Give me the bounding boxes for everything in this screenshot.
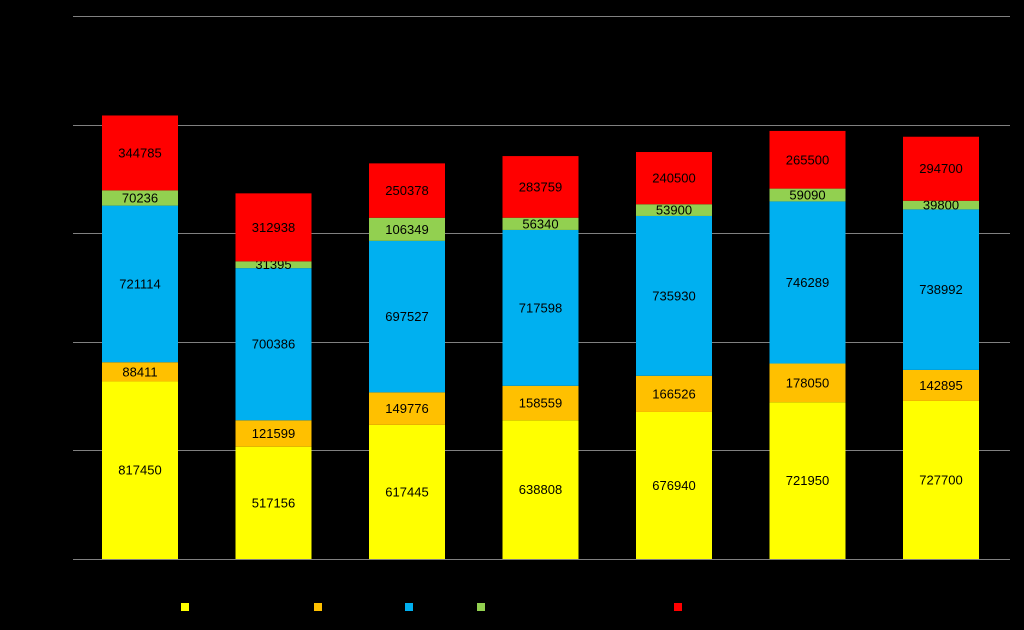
bar-segment: [102, 205, 178, 363]
bar-segment: [502, 156, 579, 218]
data-label: 283759: [519, 179, 562, 194]
bar-segment: [903, 369, 979, 401]
data-label: 717598: [519, 300, 562, 315]
legend: [181, 603, 682, 611]
data-label: 166526: [652, 386, 695, 401]
bar-segment: [636, 411, 712, 559]
bar-segment: [636, 152, 712, 205]
data-label: 142895: [919, 378, 962, 393]
bar-segment: [369, 163, 445, 218]
data-label: 265500: [786, 152, 829, 167]
data-label: 178050: [786, 375, 829, 390]
bar-segment: [502, 420, 579, 559]
bar-segment: [502, 217, 579, 230]
bar-segment: [369, 217, 445, 241]
legend-marker: [405, 603, 413, 611]
data-label: 149776: [385, 401, 428, 416]
data-label: 106349: [385, 222, 428, 237]
bar-segment: [769, 363, 846, 403]
data-label: 121599: [252, 426, 295, 441]
data-label: 294700: [919, 161, 962, 176]
data-label: 56340: [522, 216, 558, 231]
data-label: 817450: [118, 463, 161, 478]
bar-stack: 817450 88411 721114 70236 344785: [102, 115, 178, 559]
bar-segment: [769, 188, 846, 202]
data-label: 735930: [652, 288, 695, 303]
data-label: 676940: [652, 478, 695, 493]
bar-segment: [636, 204, 712, 216]
data-label: 617445: [385, 484, 428, 499]
bar-segment: [369, 424, 445, 559]
data-label: 344785: [118, 145, 161, 160]
data-label: 240500: [652, 171, 695, 186]
legend-marker: [181, 603, 189, 611]
data-label: 88411: [122, 364, 157, 379]
bar-segment: [235, 268, 312, 421]
bar-segment: [102, 362, 178, 382]
bar-segment: [903, 209, 979, 370]
bar-stack: 638808 158559 717598 56340 283759: [502, 156, 579, 559]
bar-segment: [903, 136, 979, 201]
bar-segment: [903, 200, 979, 210]
bar-stack: 721950 178050 746289 59090 265500: [769, 130, 846, 559]
bar-segment: [235, 446, 312, 559]
legend-marker: [674, 603, 682, 611]
data-label: 727700: [919, 472, 962, 487]
bar-segment: [769, 402, 846, 559]
bar-segment: [235, 193, 312, 262]
bar-segment: [636, 215, 712, 376]
bar-segment: [636, 375, 712, 412]
data-label: 158559: [519, 396, 562, 411]
bar-segment: [102, 381, 178, 559]
legend-marker: [314, 603, 322, 611]
data-label: 250378: [385, 183, 428, 198]
data-label: 312938: [252, 220, 295, 235]
data-label: 517156: [252, 495, 295, 510]
data-label: 638808: [519, 482, 562, 497]
bar-segment: [769, 130, 846, 189]
bar-segment: [502, 385, 579, 421]
bar-stack: 676940 166526 735930 53900 240500: [636, 152, 712, 559]
bar-stack: 617445 149776 697527 106349 250378: [369, 163, 445, 559]
bar-segment: [769, 201, 846, 364]
data-label: 721950: [786, 473, 829, 488]
legend-marker: [477, 603, 485, 611]
bar-segment: [102, 190, 178, 206]
data-label: 70236: [122, 190, 158, 205]
bar-segment: [903, 400, 979, 559]
bar-segment: [235, 420, 312, 447]
bar-segment: [369, 240, 445, 393]
data-label: 39800: [923, 198, 959, 213]
data-label: 700386: [252, 337, 295, 352]
data-label: 697527: [385, 309, 428, 324]
data-label: 738992: [919, 282, 962, 297]
data-label: 746289: [786, 275, 829, 290]
bar-segment: [102, 115, 178, 191]
data-label: 721114: [119, 276, 160, 291]
bars: 817450 88411 721114 70236 344785 517156 121599…: [102, 115, 979, 559]
bar-segment: [235, 261, 312, 269]
data-label: 59090: [789, 188, 825, 203]
bar-segment: [502, 229, 579, 386]
data-label: 53900: [656, 203, 692, 218]
bar-stack: 727700 142895 738992 39800 294700: [903, 136, 979, 559]
bar-segment: [369, 392, 445, 425]
